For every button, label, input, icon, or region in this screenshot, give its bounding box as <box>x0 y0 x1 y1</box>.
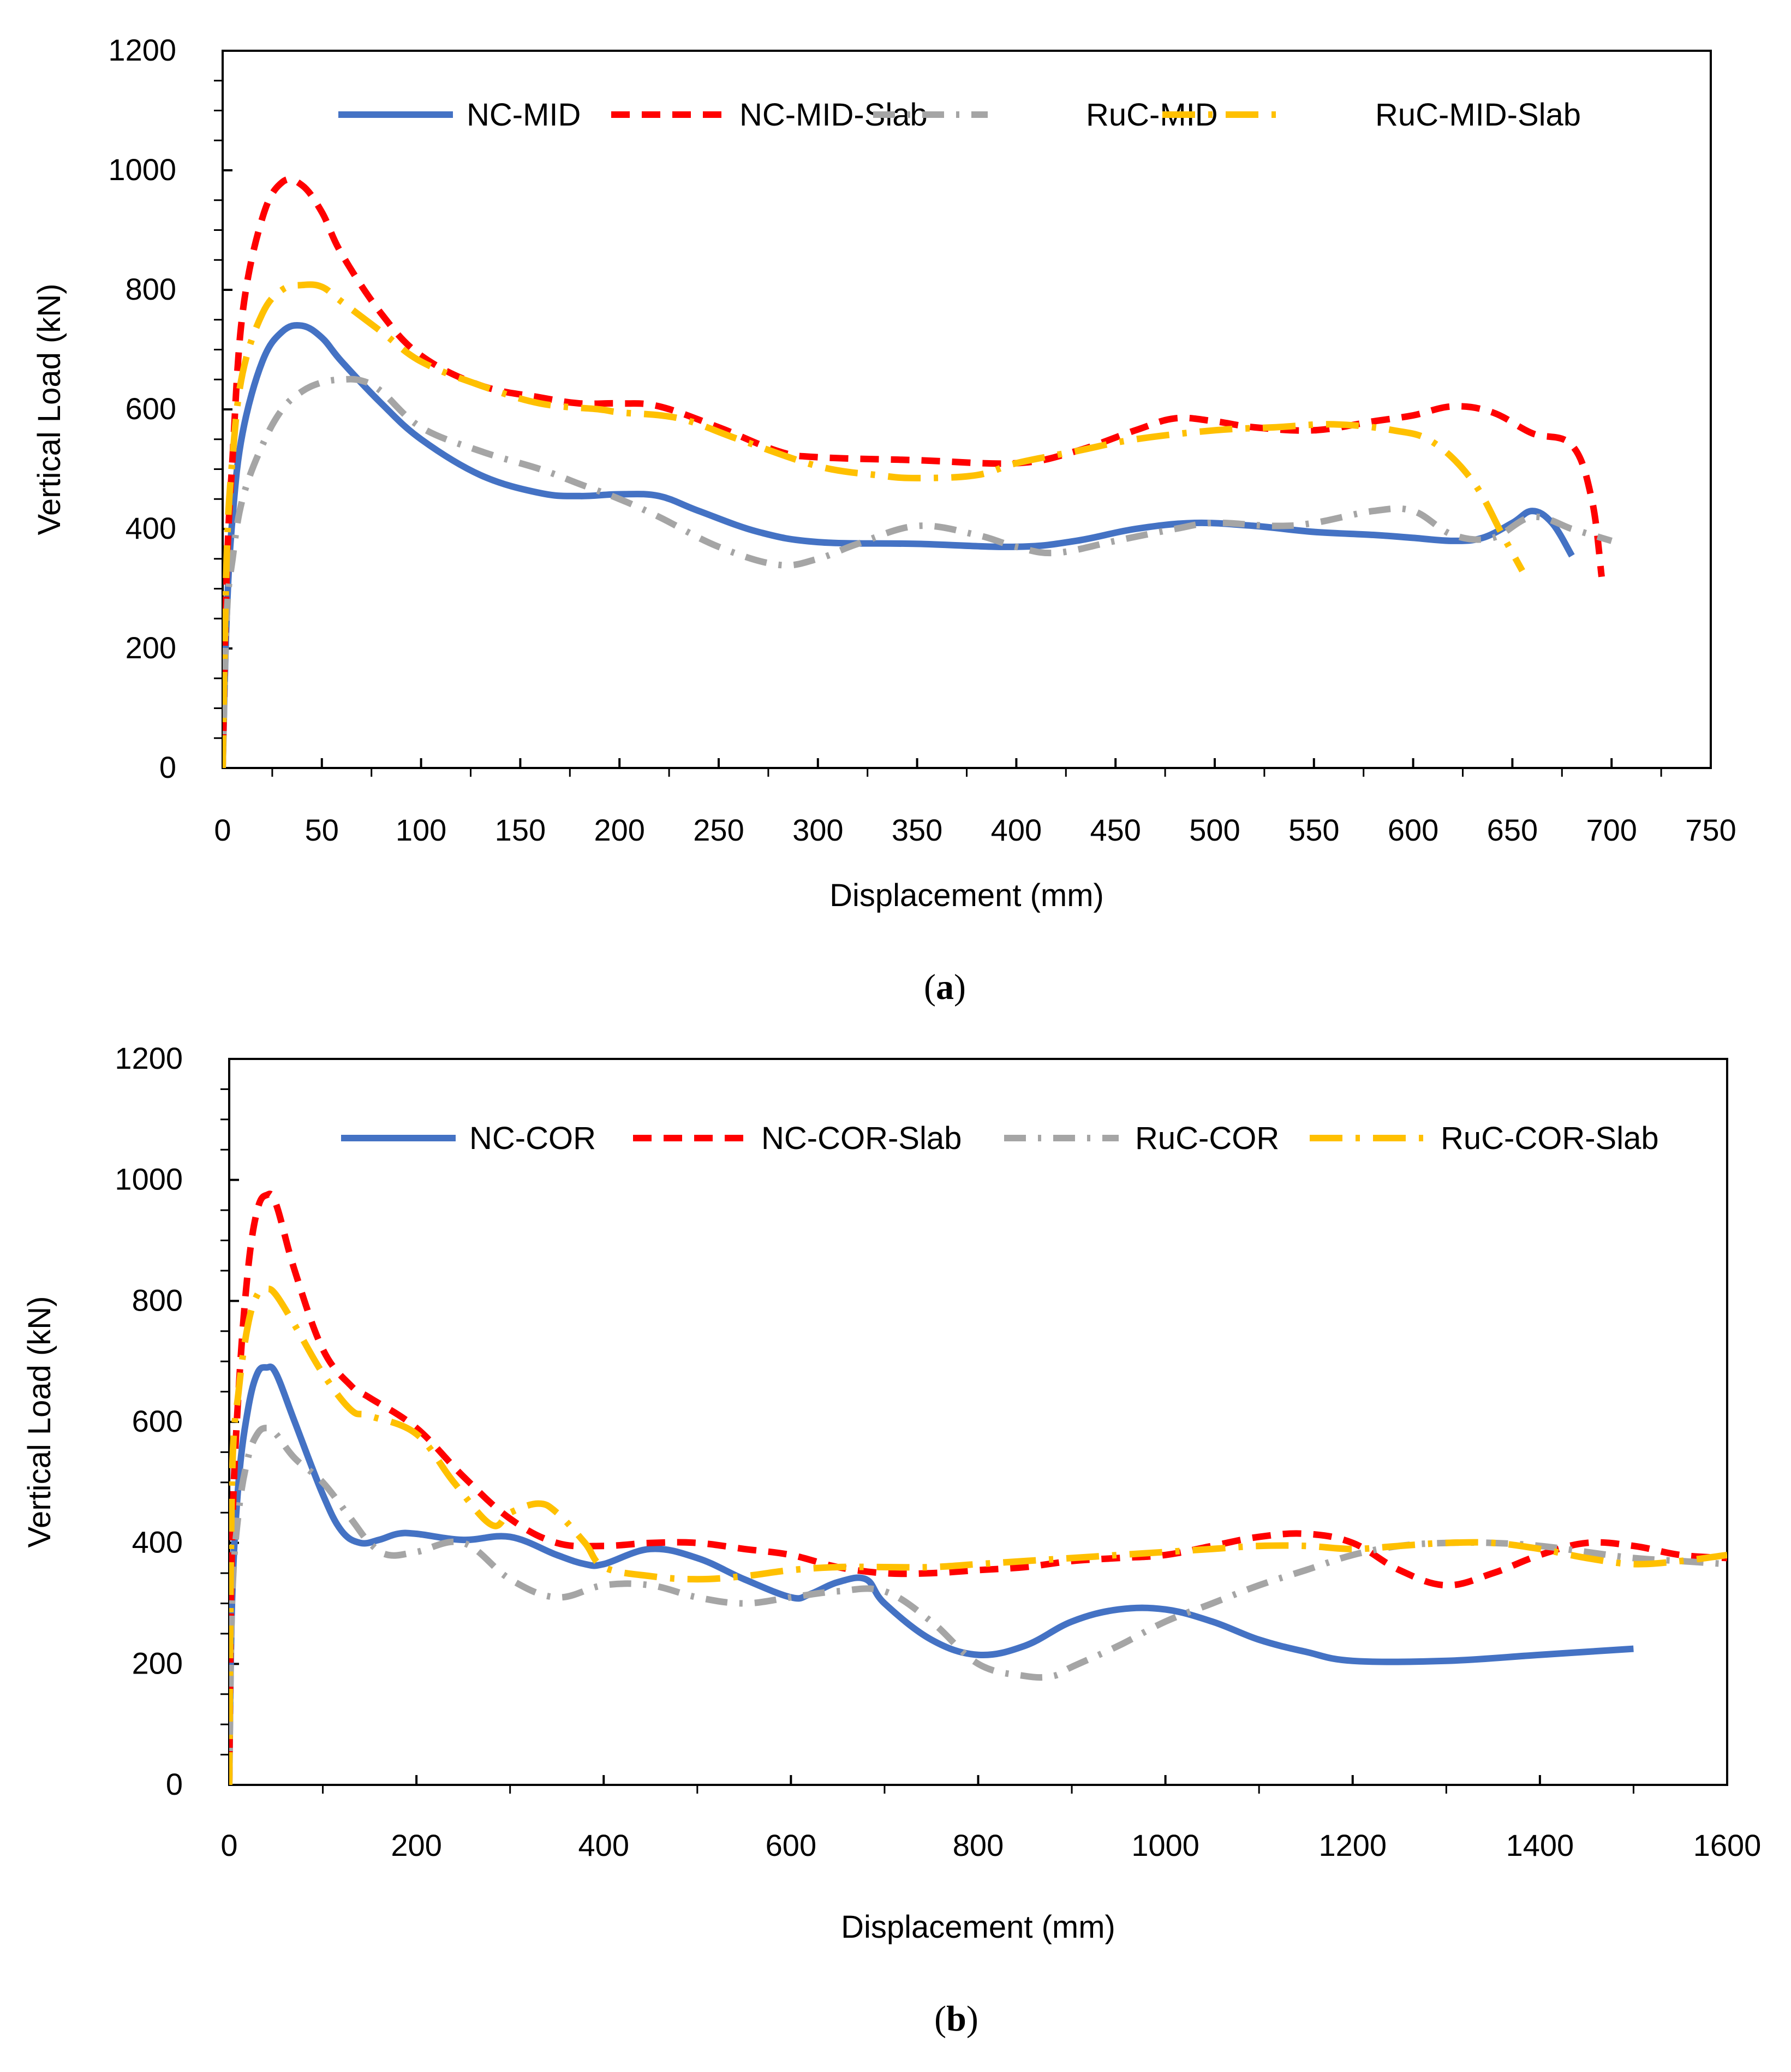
chart-panel-a: 0 200 400 600 800 1000 1200 0 50 100 150 200 250 300 3… <box>32 33 1736 1007</box>
x-tick-label: 0 <box>214 813 231 847</box>
x-tick-label: 200 <box>594 813 644 847</box>
x-tick-label: 400 <box>578 1828 629 1862</box>
x-tick-label: 550 <box>1288 813 1339 847</box>
x-tick-label: 1000 <box>1131 1828 1199 1862</box>
chart-panel-b: 0 200 400 600 800 1000 1200 0 200 400 600 800 1000 12… <box>22 1041 1761 2039</box>
x-tick-label: 200 <box>391 1828 441 1862</box>
x-tick-label: 750 <box>1685 813 1736 847</box>
x-tick-label: 100 <box>396 813 446 847</box>
legend-label-nc-cor-slab: NC-COR-Slab <box>761 1121 962 1156</box>
y-tick-label: 1000 <box>108 152 176 187</box>
y-tick-label: 1000 <box>115 1162 183 1196</box>
x-tick-label: 400 <box>991 813 1042 847</box>
y-tick-label: 200 <box>132 1646 183 1680</box>
x-tick-label: 450 <box>1090 813 1141 847</box>
x-tick-label: 350 <box>892 813 942 847</box>
x-tick-label: 1200 <box>1318 1828 1387 1862</box>
x-tick-label: 1400 <box>1506 1828 1574 1862</box>
series-line-ruc-mid-slab <box>223 281 1525 768</box>
x-tick-label: 650 <box>1487 813 1538 847</box>
x-axis-title: Displacement (mm) <box>841 1909 1115 1945</box>
y-tick-label: 1200 <box>115 1041 183 1075</box>
y-tick-label: 0 <box>166 1767 183 1801</box>
x-tick-label: 600 <box>766 1828 816 1862</box>
x-tick-label: 1600 <box>1693 1828 1762 1862</box>
x-tick-label: 500 <box>1189 813 1240 847</box>
y-tick-label: 800 <box>132 1283 183 1317</box>
series-line-ruc-cor-slab <box>229 1285 1727 1785</box>
legend-label-ruc-mid-slab: RuC-MID-Slab <box>1375 97 1581 133</box>
x-tick-label: 800 <box>953 1828 1004 1862</box>
y-tick-label: 800 <box>126 272 176 306</box>
legend-label-ruc-cor: RuC-COR <box>1135 1121 1279 1156</box>
legend-label-nc-cor: NC-COR <box>469 1121 596 1156</box>
y-tick-label: 600 <box>132 1404 183 1438</box>
panel-caption: (b) <box>934 1999 978 2039</box>
y-tick-label: 1200 <box>108 33 176 67</box>
series-line-nc-cor-slab <box>229 1190 1727 1785</box>
y-tick-label: 600 <box>126 391 176 426</box>
series-line-nc-mid-slab <box>223 176 1605 768</box>
y-axis-title: Vertical Load (kN) <box>32 284 67 535</box>
x-tick-label: 50 <box>305 813 339 847</box>
x-axis-title: Displacement (mm) <box>829 878 1104 913</box>
plot-frame <box>222 50 1712 769</box>
y-axis-title: Vertical Load (kN) <box>22 1296 57 1548</box>
y-tick-label: 400 <box>132 1525 183 1559</box>
series-line-nc-cor <box>229 1364 1634 1785</box>
x-tick-label: 600 <box>1388 813 1438 847</box>
legend-label-ruc-mid: RuC-MID <box>1086 97 1218 133</box>
x-tick-label: 250 <box>693 813 744 847</box>
x-tick-label: 300 <box>792 813 843 847</box>
y-tick-label: 400 <box>126 511 176 545</box>
x-tick-label: 700 <box>1586 813 1637 847</box>
x-tick-label: 150 <box>495 813 546 847</box>
series-line-ruc-mid <box>223 376 1613 768</box>
x-tick-label: 0 <box>220 1828 237 1862</box>
legend-label-ruc-cor-slab: RuC-COR-Slab <box>1441 1121 1659 1156</box>
y-tick-label: 200 <box>126 630 176 665</box>
series-line-nc-mid <box>223 321 1575 768</box>
panel-caption: (a) <box>924 967 966 1007</box>
legend-label-nc-mid: NC-MID <box>467 97 581 133</box>
y-tick-label: 0 <box>159 750 176 784</box>
legend-label-nc-mid-slab: NC-MID-Slab <box>739 97 928 133</box>
plot-frame <box>228 1058 1728 1786</box>
